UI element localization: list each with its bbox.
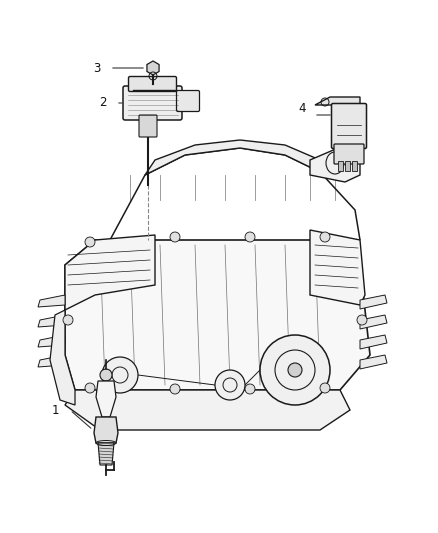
Polygon shape (315, 97, 360, 105)
Polygon shape (38, 315, 65, 327)
FancyBboxPatch shape (334, 144, 364, 164)
Polygon shape (360, 355, 387, 369)
Polygon shape (65, 235, 155, 310)
Circle shape (170, 384, 180, 394)
Circle shape (63, 315, 73, 325)
Polygon shape (38, 355, 65, 367)
FancyBboxPatch shape (139, 115, 157, 137)
Text: 1: 1 (51, 403, 59, 416)
Polygon shape (65, 390, 350, 430)
FancyBboxPatch shape (128, 77, 177, 92)
Circle shape (245, 384, 255, 394)
Polygon shape (65, 240, 370, 390)
Text: 2: 2 (99, 96, 107, 109)
Polygon shape (98, 443, 114, 465)
Polygon shape (96, 381, 116, 417)
Circle shape (245, 232, 255, 242)
Text: 4: 4 (298, 101, 306, 115)
Circle shape (100, 369, 112, 381)
Circle shape (320, 383, 330, 393)
Polygon shape (50, 310, 75, 405)
Circle shape (170, 232, 180, 242)
Circle shape (320, 232, 330, 242)
Circle shape (288, 363, 302, 377)
Circle shape (102, 357, 138, 393)
Bar (352, 161, 357, 171)
Text: 3: 3 (93, 61, 101, 75)
FancyBboxPatch shape (123, 86, 182, 120)
FancyBboxPatch shape (177, 91, 199, 111)
Circle shape (260, 335, 330, 405)
Polygon shape (360, 315, 387, 329)
Bar (345, 161, 350, 171)
Circle shape (85, 383, 95, 393)
Polygon shape (145, 140, 325, 175)
Polygon shape (310, 145, 360, 182)
Polygon shape (360, 295, 387, 309)
FancyBboxPatch shape (332, 103, 367, 149)
Polygon shape (38, 335, 65, 347)
Polygon shape (310, 230, 365, 305)
Polygon shape (360, 335, 387, 349)
Circle shape (85, 237, 95, 247)
Polygon shape (38, 295, 65, 307)
Polygon shape (94, 417, 118, 443)
Bar (338, 161, 343, 171)
Circle shape (357, 315, 367, 325)
Circle shape (215, 370, 245, 400)
